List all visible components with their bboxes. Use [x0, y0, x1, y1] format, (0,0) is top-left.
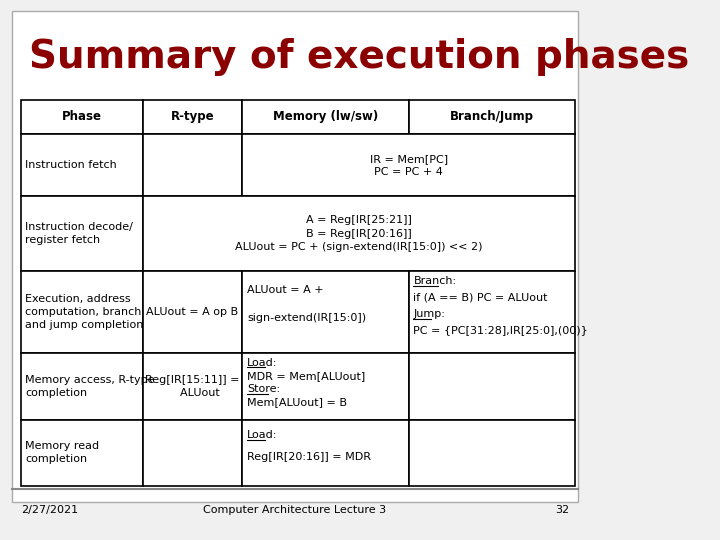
Text: Branch/Jump: Branch/Jump: [450, 111, 534, 124]
Bar: [21, 353, 143, 420]
Text: Phase: Phase: [62, 111, 102, 124]
Text: 2/27/2021: 2/27/2021: [21, 505, 78, 515]
Text: Memory access, R-type
completion: Memory access, R-type completion: [25, 375, 155, 398]
Bar: [143, 197, 575, 271]
Bar: [21, 100, 143, 134]
Text: if (A == B) PC = ALUout: if (A == B) PC = ALUout: [413, 292, 548, 302]
Bar: [243, 271, 409, 353]
Bar: [409, 353, 575, 420]
Bar: [143, 100, 243, 134]
Bar: [243, 134, 575, 197]
Bar: [409, 100, 575, 134]
Text: Load:: Load:: [247, 430, 277, 440]
Bar: [243, 353, 409, 420]
Bar: [21, 271, 143, 353]
Bar: [243, 100, 409, 134]
Text: 32: 32: [555, 505, 570, 515]
Text: Reg[IR[15:11]] =
    ALUout: Reg[IR[15:11]] = ALUout: [145, 375, 240, 398]
Text: MDR = Mem[ALUout]: MDR = Mem[ALUout]: [247, 371, 365, 381]
Bar: [243, 420, 409, 486]
Text: Jump:: Jump:: [413, 309, 446, 319]
Text: R-type: R-type: [171, 111, 215, 124]
FancyBboxPatch shape: [12, 11, 578, 502]
Text: Computer Architecture Lecture 3: Computer Architecture Lecture 3: [203, 505, 387, 515]
Text: Reg[IR[20:16]] = MDR: Reg[IR[20:16]] = MDR: [247, 452, 371, 462]
Text: ALUout = A +: ALUout = A +: [247, 285, 324, 295]
Bar: [409, 271, 575, 353]
Text: Memory read
completion: Memory read completion: [25, 441, 99, 464]
Text: Instruction fetch: Instruction fetch: [25, 160, 117, 170]
Text: A = Reg[IR[25:21]]
B = Reg[IR[20:16]]
ALUout = PC + (sign-extend(IR[15:0]) << 2): A = Reg[IR[25:21]] B = Reg[IR[20:16]] AL…: [235, 215, 482, 252]
Bar: [21, 197, 143, 271]
Bar: [143, 134, 243, 197]
Text: Store:: Store:: [247, 384, 280, 394]
Text: Instruction decode/
register fetch: Instruction decode/ register fetch: [25, 222, 133, 245]
Text: Execution, address
computation, branch
and jump completion: Execution, address computation, branch a…: [25, 294, 144, 330]
Bar: [21, 420, 143, 486]
Bar: [143, 420, 243, 486]
Bar: [143, 271, 243, 353]
Text: Mem[ALUout] = B: Mem[ALUout] = B: [247, 397, 347, 407]
Text: ALUout = A op B: ALUout = A op B: [146, 307, 238, 317]
Bar: [409, 420, 575, 486]
Bar: [143, 353, 243, 420]
Text: IR = Mem[PC]
PC = PC + 4: IR = Mem[PC] PC = PC + 4: [369, 154, 448, 177]
Text: Branch:: Branch:: [413, 276, 456, 286]
Text: sign-extend(IR[15:0]): sign-extend(IR[15:0]): [247, 313, 366, 322]
Text: Memory (lw/sw): Memory (lw/sw): [273, 111, 378, 124]
Text: Summary of execution phases: Summary of execution phases: [30, 38, 690, 76]
Text: PC = {PC[31:28],IR[25:0],(00)}: PC = {PC[31:28],IR[25:0],(00)}: [413, 325, 588, 335]
Bar: [21, 134, 143, 197]
Text: Load:: Load:: [247, 357, 277, 368]
